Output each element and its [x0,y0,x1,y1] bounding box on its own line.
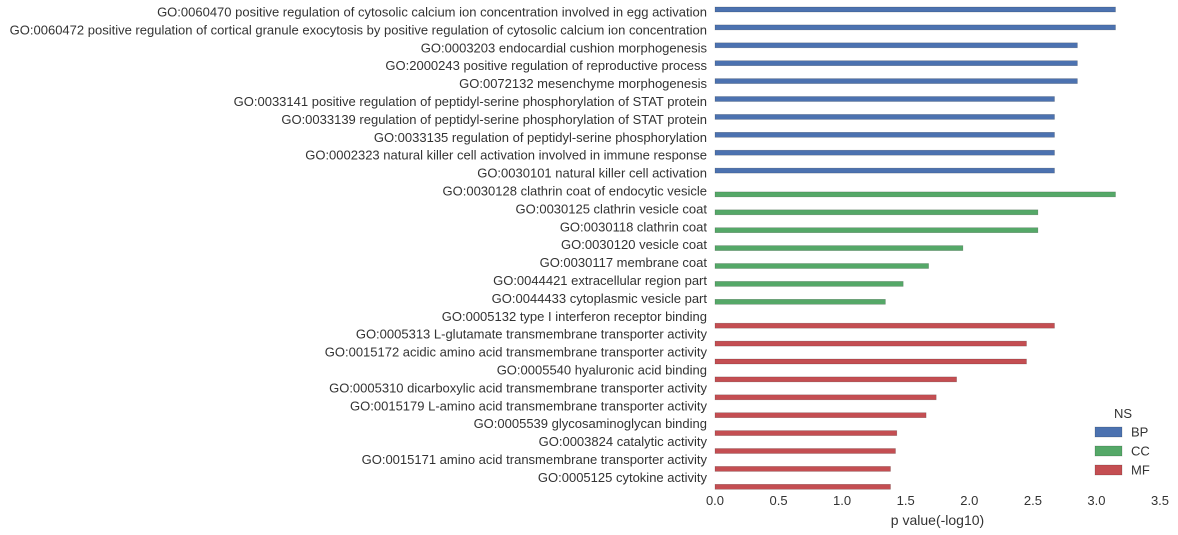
bar-cc [714,281,904,287]
x-tick-label: 0.0 [706,493,724,508]
bar-bp [714,6,1116,13]
category-label: GO:0015172 acidic amino acid transmembra… [325,345,708,360]
category-label: GO:0072132 mesenchyme morphogenesis [459,76,707,91]
legend-label-bp: BP [1131,425,1148,440]
legend-label-mf: MF [1131,463,1150,478]
bar-cc [714,191,1116,198]
category-label: GO:0005313 L-glutamate transmembrane tra… [356,327,708,342]
category-label: GO:2000243 positive regulation of reprod… [385,58,707,73]
bar-cc [714,263,929,269]
legend-entries: BP CC MF [1094,425,1150,478]
category-label: GO:0044421 extracellular region part [493,273,707,288]
x-axis-title: p value(-log10) [891,512,984,528]
legend-title: NS [1114,406,1132,421]
bar-mf [714,322,1055,329]
legend: NS BP CC MF [1094,406,1150,478]
category-label: GO:0033135 regulation of peptidyl-serine… [374,130,707,145]
x-tick-label: 2.0 [960,493,978,508]
bar-bp [714,167,1055,174]
bar-cc [714,245,964,251]
bar-mf [714,448,896,454]
category-label: GO:0030101 natural killer cell activatio… [477,166,707,181]
category-label: GO:0030120 vesicle coat [561,237,707,252]
bar-cc [714,209,1039,216]
category-label: GO:0060470 positive regulation of cytoso… [157,4,707,19]
x-tick-label: 0.5 [770,493,788,508]
category-label: GO:0030118 clathrin coat [560,219,708,234]
bar-mf [714,358,1027,365]
legend-swatch-bp [1094,426,1123,438]
category-label: GO:0030128 clathrin coat of endocytic ve… [443,183,707,198]
category-label: GO:0003824 catalytic activity [539,434,708,449]
bar-bp [714,96,1055,102]
category-label: GO:0005132 type I interferon receptor bi… [442,309,707,324]
bar-mf [714,412,927,419]
category-label: GO:0005125 cytokine activity [538,470,708,485]
bar-mf [714,376,957,383]
category-label: GO:0015179 L-amino acid transmembrane tr… [350,398,707,413]
bar-bp [714,149,1055,156]
bar-cc [714,227,1039,233]
bar-bp [714,114,1055,120]
legend-swatch-cc [1094,445,1123,457]
x-tick-label: 2.5 [1024,493,1042,508]
bar-mf [714,483,891,490]
bar-mf [714,466,891,472]
category-label: GO:0015171 amino acid transmembrane tran… [362,452,708,467]
legend-label-cc: CC [1131,444,1150,459]
bar-mf [714,340,1027,347]
category-label: GO:0005310 dicarboxylic acid transmembra… [329,380,707,395]
legend-swatch-mf [1094,464,1123,476]
bar-bp [714,132,1055,138]
bar-cc [714,298,886,305]
category-label: GO:0030117 membrane coat [540,255,708,270]
x-tick-label: 3.5 [1151,493,1169,508]
x-tick-label: 3.0 [1087,493,1105,508]
category-label: GO:0003203 endocardial cushion morphogen… [421,40,708,55]
category-label: GO:0005539 glycosaminoglycan binding [474,416,707,431]
bars-group [714,6,1116,490]
x-axis-ticks: 0.0 0.5 1.0 1.5 2.0 2.5 3.0 3.5 [706,493,1169,508]
category-label: GO:0033139 regulation of peptidyl-serine… [281,112,707,127]
category-label: GO:0030125 clathrin vesicle coat [516,201,708,216]
category-label: GO:0060472 positive regulation of cortic… [10,22,707,37]
x-tick-label: 1.5 [897,493,915,508]
category-label: GO:0033141 positive regulation of peptid… [234,94,707,109]
bar-bp [714,24,1116,31]
bar-mf [714,430,898,436]
category-label: GO:0044433 cytoplasmic vesicle part [492,291,708,306]
bar-bp [714,60,1078,67]
bar-bp [714,78,1078,84]
bar-bp [714,42,1078,49]
category-label: GO:0002323 natural killer cell activatio… [305,148,707,163]
category-label: GO:0005540 hyaluronic acid binding [497,362,707,377]
category-labels: GO:0060470 positive regulation of cytoso… [10,4,708,484]
bar-mf [714,394,937,401]
x-tick-label: 1.0 [833,493,851,508]
